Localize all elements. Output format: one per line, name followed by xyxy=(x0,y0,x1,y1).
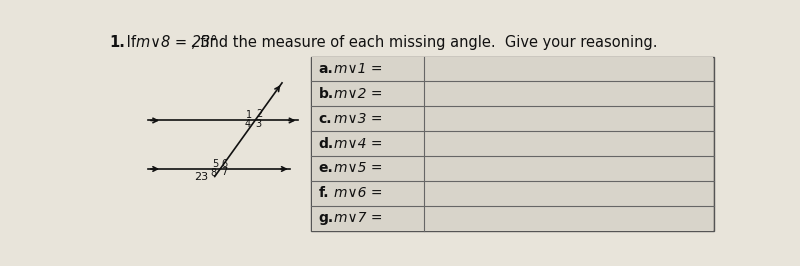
Bar xyxy=(311,57,713,230)
Text: m∨5 =: m∨5 = xyxy=(334,161,382,176)
Bar xyxy=(424,106,713,131)
Text: 23: 23 xyxy=(194,172,208,182)
Text: m∨1 =: m∨1 = xyxy=(334,62,382,76)
Bar xyxy=(311,57,424,81)
Bar xyxy=(311,156,424,181)
Text: 6: 6 xyxy=(221,159,227,169)
Bar xyxy=(311,106,424,131)
Text: If: If xyxy=(122,35,140,50)
Bar xyxy=(424,81,713,106)
Bar xyxy=(310,57,714,231)
Bar xyxy=(311,181,424,206)
Text: 5: 5 xyxy=(212,159,218,169)
Text: m∨3 =: m∨3 = xyxy=(334,112,382,126)
Bar xyxy=(311,131,424,156)
Text: g.: g. xyxy=(318,211,334,225)
Text: 3: 3 xyxy=(256,119,262,128)
Text: d.: d. xyxy=(318,136,334,151)
Text: , find the measure of each missing angle.  Give your reasoning.: , find the measure of each missing angle… xyxy=(191,35,658,50)
Text: m∨2 =: m∨2 = xyxy=(334,87,382,101)
Bar xyxy=(424,181,713,206)
Text: 4: 4 xyxy=(244,119,250,128)
Text: 8: 8 xyxy=(210,168,216,178)
Bar xyxy=(311,81,424,106)
Bar xyxy=(424,131,713,156)
Bar xyxy=(424,206,713,231)
Text: b.: b. xyxy=(318,87,334,101)
Text: f.: f. xyxy=(318,186,329,200)
Text: a.: a. xyxy=(318,62,334,76)
Bar xyxy=(424,57,713,81)
Bar xyxy=(424,156,713,181)
Text: m∨6 =: m∨6 = xyxy=(334,186,382,200)
Text: 7: 7 xyxy=(221,167,227,177)
Text: m∨7 =: m∨7 = xyxy=(334,211,382,225)
Text: e.: e. xyxy=(318,161,334,176)
Text: 1.: 1. xyxy=(110,35,125,50)
Text: m∨4 =: m∨4 = xyxy=(334,136,382,151)
Text: 2: 2 xyxy=(257,109,262,119)
Text: c.: c. xyxy=(318,112,332,126)
Text: m∨8 = 23°: m∨8 = 23° xyxy=(136,35,218,50)
Text: 1: 1 xyxy=(246,110,252,120)
Bar xyxy=(311,206,424,231)
